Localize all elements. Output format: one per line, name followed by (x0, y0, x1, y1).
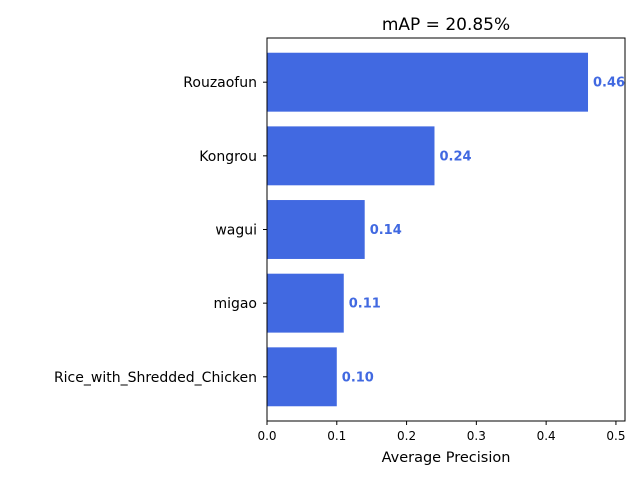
value-label: 0.46 (593, 76, 625, 91)
chart-title: mAP = 20.85% (382, 15, 510, 35)
bars-group (267, 52, 589, 407)
x-tick-label: 0.3 (467, 429, 486, 443)
x-tick-label: 0.2 (397, 429, 416, 443)
bar-kongrou (267, 126, 435, 186)
value-label: 0.11 (349, 297, 381, 312)
category-label: wagui (215, 223, 257, 239)
bar-rouzaofun (267, 52, 589, 112)
x-tick-label: 0.1 (327, 429, 346, 443)
value-label: 0.24 (439, 149, 471, 164)
plot-frame (266, 37, 626, 422)
bar-wagui (267, 200, 365, 259)
value-label: 0.10 (342, 370, 374, 385)
x-axis-label: Average Precision (382, 450, 511, 466)
x-tick-label: 0.4 (537, 429, 556, 443)
bar-migao (267, 273, 344, 333)
x-axis-ticks-group: 0.0 0.1 0.2 0.3 0.4 0.5 (257, 421, 625, 443)
value-labels-group: 0.46 0.24 0.14 0.11 0.10 (342, 76, 625, 386)
x-tick-label: 0.0 (257, 429, 276, 443)
category-label: migao (213, 296, 257, 312)
bar-rice-with-shredded-chicken (267, 347, 337, 407)
category-labels-group: Rouzaofun Kongrou wagui migao Rice_with_Shre… (54, 75, 267, 386)
category-label: Kongrou (199, 149, 257, 165)
category-label: Rice_with_Shredded_Chicken (54, 370, 257, 386)
x-tick-label: 0.5 (606, 429, 625, 443)
value-label: 0.14 (370, 223, 402, 238)
category-label: Rouzaofun (183, 75, 257, 91)
